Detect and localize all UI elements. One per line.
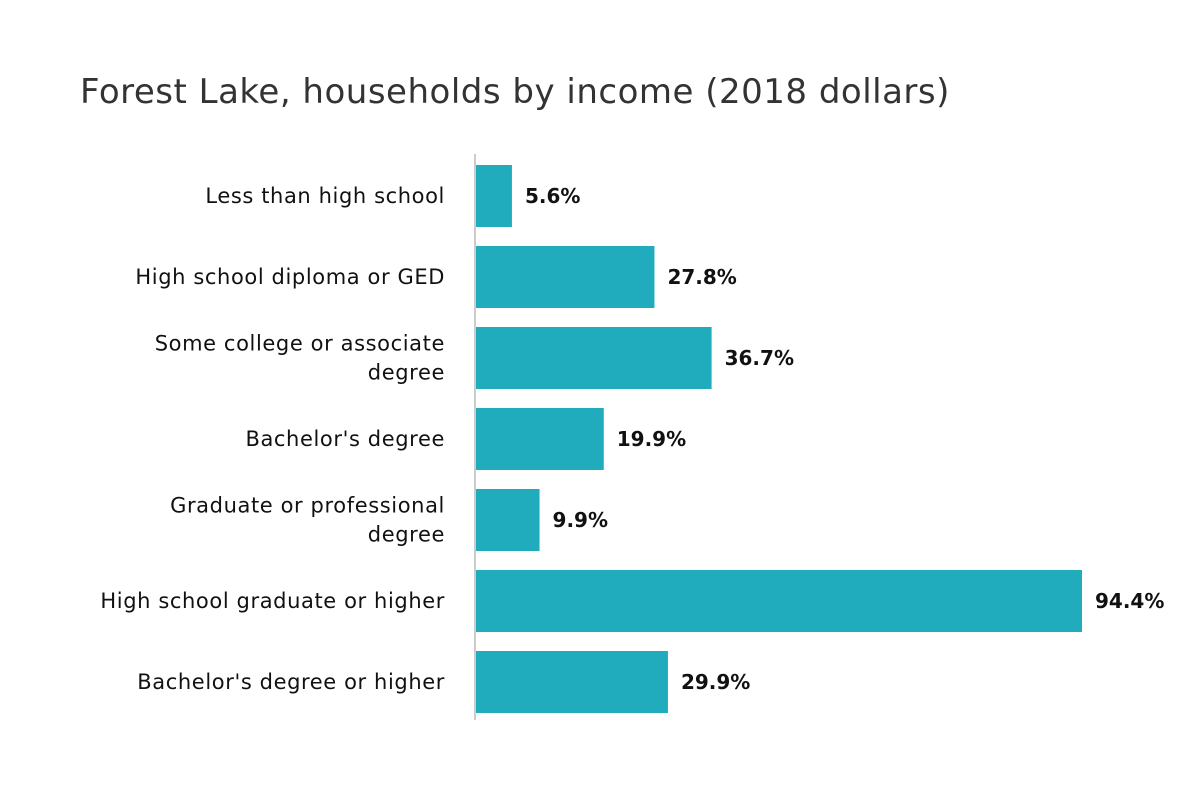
value-label: 36.7% bbox=[725, 346, 794, 370]
category-label: degree bbox=[368, 523, 445, 547]
chart-title: Forest Lake, households by income (2018 … bbox=[80, 72, 950, 112]
value-labels-layer: 5.6% 27.8% 36.7% 19.9% 9.9% 94.4% 29.9% bbox=[525, 184, 1164, 694]
category-label: degree bbox=[368, 361, 445, 385]
category-label: Graduate or professional bbox=[170, 494, 445, 518]
value-label: 19.9% bbox=[617, 427, 686, 451]
value-label: 94.4% bbox=[1095, 589, 1164, 613]
bar bbox=[476, 165, 512, 227]
bar bbox=[476, 246, 655, 308]
category-label: Bachelor's degree or higher bbox=[137, 670, 445, 694]
category-labels-layer: Less than high school High school diploma… bbox=[100, 184, 445, 694]
value-label: 27.8% bbox=[667, 265, 736, 289]
category-label: Some college or associate bbox=[155, 332, 445, 356]
value-label: 5.6% bbox=[525, 184, 580, 208]
bars-layer bbox=[476, 165, 1082, 713]
value-label: 29.9% bbox=[681, 670, 750, 694]
category-label: Bachelor's degree bbox=[245, 427, 445, 451]
bar bbox=[476, 570, 1082, 632]
bar bbox=[476, 489, 540, 551]
category-label: High school diploma or GED bbox=[135, 265, 445, 289]
category-label: Less than high school bbox=[205, 184, 445, 208]
category-label: High school graduate or higher bbox=[100, 589, 445, 613]
bar bbox=[476, 651, 668, 713]
bar bbox=[476, 327, 712, 389]
bar bbox=[476, 408, 604, 470]
value-label: 9.9% bbox=[553, 508, 608, 532]
